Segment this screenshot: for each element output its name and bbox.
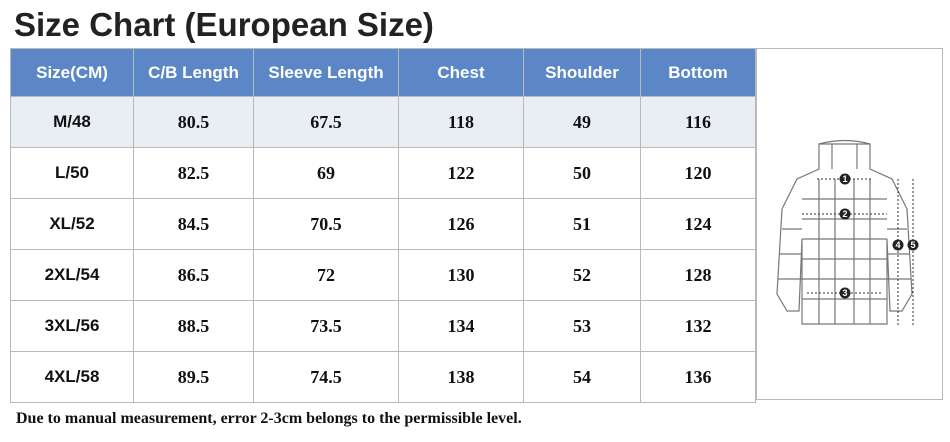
marker-label: 2 <box>842 209 847 219</box>
jacket-drawing: 1 2 3 4 5 <box>776 139 919 325</box>
header-cell: Chest <box>398 48 524 97</box>
table-row: L/50 82.5 69 122 50 120 <box>10 147 756 199</box>
value-cell: 122 <box>398 147 524 199</box>
value-cell: 130 <box>398 249 524 301</box>
table-row: 2XL/54 86.5 72 130 52 128 <box>10 249 756 301</box>
value-cell: 50 <box>523 147 641 199</box>
table-row: XL/52 84.5 70.5 126 51 124 <box>10 198 756 250</box>
header-cell: Size(CM) <box>10 48 134 97</box>
value-cell: 49 <box>523 96 641 148</box>
value-cell: 136 <box>640 351 756 403</box>
value-cell: 70.5 <box>253 198 399 250</box>
value-cell: 128 <box>640 249 756 301</box>
value-cell: 89.5 <box>133 351 254 403</box>
header-cell: Bottom <box>640 48 756 97</box>
value-cell: 51 <box>523 198 641 250</box>
table-row: 3XL/56 88.5 73.5 134 53 132 <box>10 300 756 352</box>
marker-label: 1 <box>842 174 847 184</box>
value-cell: 86.5 <box>133 249 254 301</box>
marker-label: 3 <box>842 288 847 298</box>
header-cell: C/B Length <box>133 48 254 97</box>
value-cell: 54 <box>523 351 641 403</box>
size-cell: L/50 <box>10 147 134 199</box>
size-cell: M/48 <box>10 96 134 148</box>
value-cell: 73.5 <box>253 300 399 352</box>
value-cell: 118 <box>398 96 524 148</box>
size-cell: 4XL/58 <box>10 351 134 403</box>
value-cell: 80.5 <box>133 96 254 148</box>
value-cell: 88.5 <box>133 300 254 352</box>
value-cell: 126 <box>398 198 524 250</box>
value-cell: 124 <box>640 198 756 250</box>
header-row: Size(CM) C/B Length Sleeve Length Chest Shou… <box>10 48 756 97</box>
value-cell: 84.5 <box>133 198 254 250</box>
size-cell: 2XL/54 <box>10 249 134 301</box>
value-cell: 74.5 <box>253 351 399 403</box>
marker-label: 4 <box>895 240 900 250</box>
table-body: M/48 80.5 67.5 118 49 116 L/50 82.5 69 122 50 120 XL… <box>10 96 756 403</box>
value-cell: 116 <box>640 96 756 148</box>
table-row: 4XL/58 89.5 74.5 138 54 136 <box>10 351 756 403</box>
title: Size Chart (European Size) <box>14 6 434 43</box>
value-cell: 82.5 <box>133 147 254 199</box>
value-cell: 138 <box>398 351 524 403</box>
value-cell: 53 <box>523 300 641 352</box>
size-cell: 3XL/56 <box>10 300 134 352</box>
footnote: Due to manual measurement, error 2-3cm b… <box>16 410 522 427</box>
table-row: M/48 80.5 67.5 118 49 116 <box>10 96 756 148</box>
size-table: Size(CM) C/B Length Sleeve Length Chest Shou… <box>10 48 756 403</box>
value-cell: 67.5 <box>253 96 399 148</box>
marker-dot <box>892 239 904 251</box>
header-cell: Sleeve Length <box>253 48 399 97</box>
value-cell: 52 <box>523 249 641 301</box>
size-cell: XL/52 <box>10 198 134 250</box>
value-cell: 69 <box>253 147 399 199</box>
markers: 1 2 3 4 5 <box>839 173 919 299</box>
marker-dot <box>839 208 851 220</box>
table-header: Size(CM) C/B Length Sleeve Length Chest Shou… <box>10 48 756 97</box>
value-cell: 120 <box>640 147 756 199</box>
value-cell: 134 <box>398 300 524 352</box>
marker-label: 5 <box>910 240 915 250</box>
header-cell: Shoulder <box>523 48 641 97</box>
marker-dot <box>839 287 851 299</box>
value-cell: 132 <box>640 300 756 352</box>
marker-dot <box>839 173 851 185</box>
marker-dot <box>907 239 919 251</box>
value-cell: 72 <box>253 249 399 301</box>
